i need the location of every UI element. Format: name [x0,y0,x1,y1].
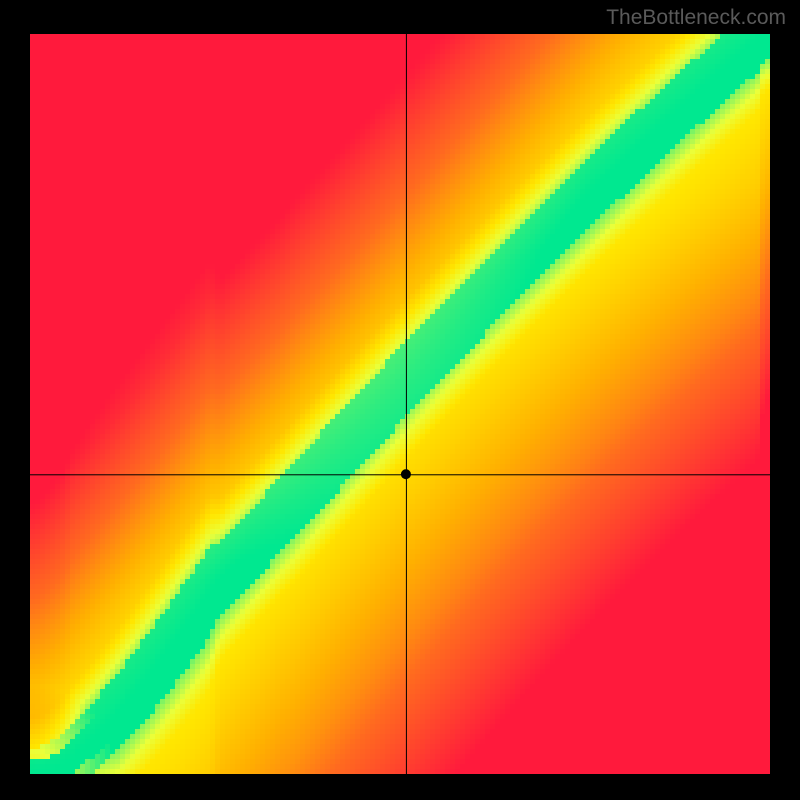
watermark-text: TheBottleneck.com [606,6,786,30]
crosshair-overlay [30,34,770,774]
chart-container: { "watermark": { "text": "TheBottleneck.… [0,0,800,800]
